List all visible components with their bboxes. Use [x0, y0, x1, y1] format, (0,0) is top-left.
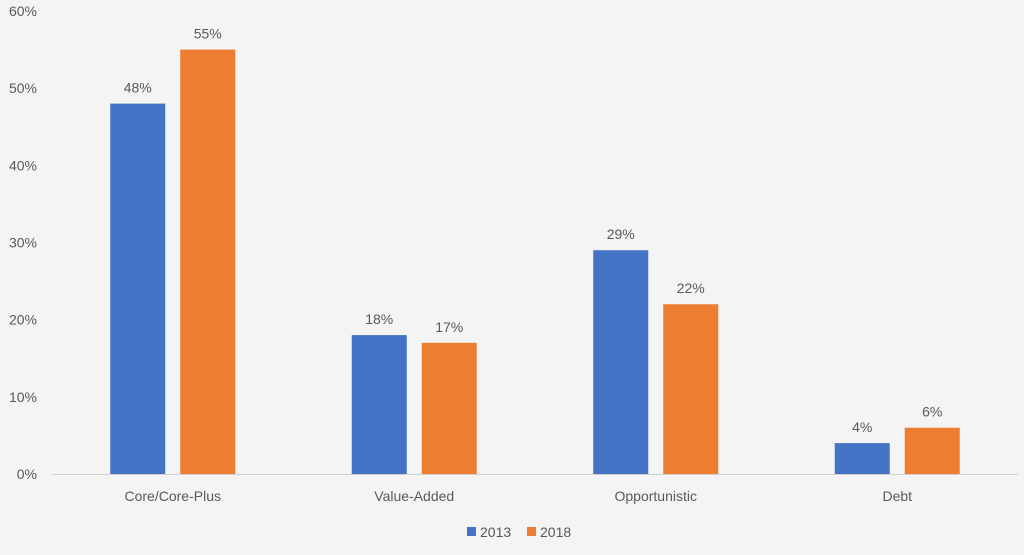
- data-label: 55%: [194, 26, 222, 42]
- x-tick-label: Core/Core-Plus: [125, 488, 221, 504]
- y-tick-label: 0%: [17, 466, 37, 482]
- legend-label: 2018: [540, 524, 571, 540]
- bar-2018-3: [904, 427, 960, 474]
- legend-swatch-2018: [527, 527, 536, 536]
- y-tick-label: 10%: [9, 389, 37, 405]
- bar-2013-2: [593, 250, 649, 474]
- y-tick-label: 30%: [9, 235, 37, 251]
- legend-swatch-2013: [467, 527, 476, 536]
- bar-2018-0: [180, 49, 236, 474]
- data-label: 17%: [435, 319, 463, 335]
- x-tick-label: Value-Added: [374, 488, 454, 504]
- y-tick-label: 60%: [9, 3, 37, 19]
- data-label: 48%: [124, 80, 152, 96]
- x-tick-label: Debt: [882, 488, 912, 504]
- legend-label: 2013: [480, 524, 511, 540]
- y-tick-label: 50%: [9, 80, 37, 96]
- data-label: 29%: [607, 226, 635, 242]
- x-tick-label: Opportunistic: [615, 488, 697, 504]
- y-tick-label: 40%: [9, 157, 37, 173]
- bar-2013-3: [834, 443, 890, 474]
- y-tick-label: 20%: [9, 312, 37, 328]
- bar-2013-0: [110, 103, 166, 474]
- data-label: 22%: [677, 280, 705, 296]
- data-label: 4%: [852, 419, 872, 435]
- data-label: 18%: [365, 311, 393, 327]
- bar-2018-1: [421, 342, 477, 474]
- bar-2013-1: [351, 335, 407, 474]
- data-label: 6%: [922, 404, 942, 420]
- bar-2018-2: [663, 304, 719, 474]
